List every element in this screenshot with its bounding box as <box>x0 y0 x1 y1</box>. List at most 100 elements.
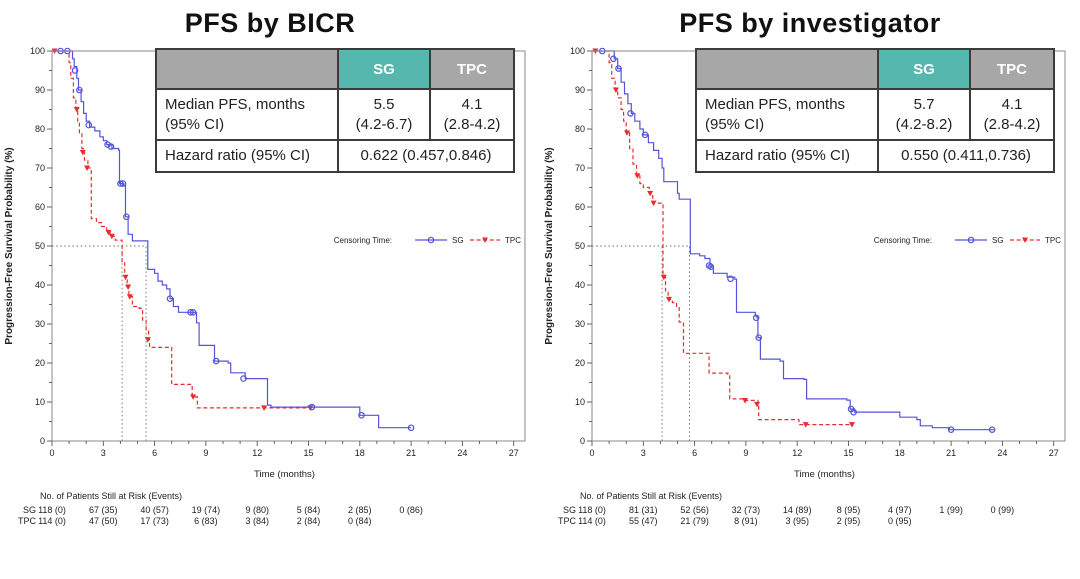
censor-circle-icon <box>707 263 715 270</box>
censor-triangle-icon <box>647 190 654 197</box>
censor-circle-icon <box>641 131 649 139</box>
risk-value: 52 (56) <box>680 505 709 515</box>
y-tick-label: 80 <box>35 124 45 134</box>
x-tick-label: 0 <box>589 448 594 458</box>
x-tick-label: 12 <box>792 448 802 458</box>
censor-circle-icon <box>627 110 634 117</box>
median-tpc-line1: 4.1 <box>461 96 483 113</box>
censor-triangle-icon <box>742 397 749 404</box>
censor-circle-icon <box>71 67 79 74</box>
risk-value: 81 (31) <box>629 505 658 515</box>
risk-row-label: TPC <box>558 516 577 526</box>
median-pfs-row: Median PFS, months (95% CI) 5.7 (4.2-8.2… <box>695 88 1055 141</box>
median-pfs-label: Median PFS, months (95% CI) <box>695 88 879 141</box>
x-tick-label: 27 <box>509 448 519 458</box>
x-axis: 0 3 6 9 12 15 18 21 24 27 Time (months) <box>589 441 1059 480</box>
censor-circle-icon <box>107 143 115 150</box>
censor-circle-icon <box>117 180 124 187</box>
censor-circle-icon <box>727 275 734 283</box>
risk-value: 0 (84) <box>348 516 372 526</box>
risk-value: 114 (0) <box>578 516 606 526</box>
x-axis-title: Time (months) <box>254 469 315 480</box>
median-sg-line2: (4.2-6.7) <box>355 115 413 133</box>
censor-circle-icon <box>947 426 955 433</box>
panel-title-bicr: PFS by BICR <box>184 8 356 38</box>
x-tick-label: 21 <box>946 448 956 458</box>
y-tick-label: 100 <box>570 46 585 56</box>
risk-value: 1 (99) <box>939 505 963 515</box>
risk-value: 47 (50) <box>89 516 118 526</box>
censor-circle-icon <box>166 295 174 302</box>
x-axis-title: Time (months) <box>794 469 855 480</box>
legend-title: Censoring Time: <box>874 236 932 245</box>
y-tick-label: 10 <box>35 397 45 407</box>
x-tick-label: 15 <box>843 448 853 458</box>
median-pfs-tpc-value: 4.1 (2.8-4.2) <box>969 88 1055 141</box>
risk-value: 6 (83) <box>194 516 218 526</box>
y-tick-label: 70 <box>575 163 585 173</box>
censor-triangle-icon <box>802 422 809 428</box>
x-tick-label: 3 <box>101 448 106 458</box>
panel-title-investigator: PFS by investigator <box>679 8 941 38</box>
x-tick-label: 0 <box>49 448 54 458</box>
censor-triangle-icon <box>665 296 672 303</box>
hazard-ratio-value: 0.550 (0.411,0.736) <box>877 139 1055 173</box>
y-tick-label: 70 <box>35 163 45 173</box>
x-tick-label: 6 <box>152 448 157 458</box>
risk-value: 14 (89) <box>783 505 812 515</box>
stats-header-tpc: TPC <box>429 48 515 90</box>
y-tick-label: 60 <box>575 202 585 212</box>
censor-circle-icon <box>988 426 996 433</box>
censor-circle-icon <box>610 55 617 63</box>
legend-sg-label: SG <box>452 236 464 245</box>
stats-table-bicr: SG TPC Median PFS, months (95% CI) 5.5 (… <box>155 48 515 173</box>
x-tick-label: 18 <box>895 448 905 458</box>
y-tick-label: 100 <box>30 46 45 56</box>
censor-triangle-icon <box>122 274 129 281</box>
median-sg-line1: 5.7 <box>913 96 935 113</box>
censor-circle-icon <box>76 86 83 94</box>
y-tick-label: 0 <box>40 436 45 446</box>
hazard-ratio-value: 0.622 (0.457,0.846) <box>337 139 515 173</box>
sg-censor-marks <box>598 47 996 433</box>
censor-triangle-icon <box>105 229 112 236</box>
censor-triangle-icon <box>84 165 91 171</box>
y-axis-title: Progression-Free Survival Probability (%… <box>4 147 15 344</box>
censor-triangle-icon <box>126 294 133 300</box>
legend: Censoring Time: SG TPC <box>334 236 521 245</box>
censor-triangle-icon <box>190 394 197 400</box>
y-tick-label: 20 <box>575 358 585 368</box>
y-tick-label: 50 <box>35 241 45 251</box>
hazard-ratio-row: Hazard ratio (95% CI) 0.550 (0.411,0.736… <box>695 139 1055 173</box>
censor-circle-icon <box>212 357 220 365</box>
tpc-censor-marks <box>592 48 855 428</box>
median-pfs-label-line1: Median PFS, months <box>165 96 306 113</box>
hazard-ratio-label: Hazard ratio (95% CI) <box>695 139 879 173</box>
x-tick-label: 18 <box>355 448 365 458</box>
stats-blank-cell <box>155 48 339 90</box>
hazard-ratio-row: Hazard ratio (95% CI) 0.622 (0.457,0.846… <box>155 139 515 173</box>
legend-sg-label: SG <box>992 236 1004 245</box>
median-tpc-line1: 4.1 <box>1001 96 1023 113</box>
risk-value: 3 (84) <box>245 516 269 526</box>
median-tpc-line2: (2.8-4.2) <box>983 115 1041 133</box>
censor-triangle-icon <box>108 233 115 240</box>
sg-km-curve <box>52 50 412 429</box>
median-pfs-sg-value: 5.5 (4.2-6.7) <box>337 88 431 141</box>
median-tpc-line2: (2.8-4.2) <box>443 115 501 133</box>
x-tick-label: 21 <box>406 448 416 458</box>
x-tick-label: 3 <box>641 448 646 458</box>
x-tick-label: 6 <box>692 448 697 458</box>
censor-circle-icon <box>752 314 760 322</box>
x-tick-label: 9 <box>203 448 208 458</box>
tpc-km-curve <box>52 50 312 409</box>
risk-value: 3 (95) <box>785 516 809 526</box>
censor-circle-icon <box>123 213 130 221</box>
stats-blank-cell <box>695 48 879 90</box>
x-tick-label: 15 <box>303 448 313 458</box>
censor-triangle-icon <box>73 107 80 113</box>
legend-title: Censoring Time: <box>334 236 392 245</box>
median-pfs-label-line1: Median PFS, months <box>705 96 846 113</box>
risk-table-title: No. of Patients Still at Risk (Events) <box>580 491 722 501</box>
censor-circle-icon <box>615 65 622 72</box>
